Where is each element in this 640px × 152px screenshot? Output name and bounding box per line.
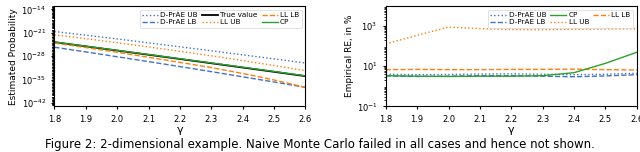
- Text: Figure 2: 2-dimensional example. Naive Monte Carlo failed in all cases and hence: Figure 2: 2-dimensional example. Naive M…: [45, 138, 595, 151]
- X-axis label: γ: γ: [508, 125, 515, 135]
- Y-axis label: Estimated Probability: Estimated Probability: [10, 8, 19, 105]
- X-axis label: γ: γ: [177, 125, 183, 135]
- Legend: D-PrAE UB, D-PrAE LB, CP, LL UB, LL LB: D-PrAE UB, D-PrAE LB, CP, LL UB, LL LB: [488, 10, 633, 28]
- Y-axis label: Empirical RE, in %: Empirical RE, in %: [345, 15, 354, 97]
- Legend: D-PrAE UB, D-PrAE LB, True value, LL UB, LL LB, CP: D-PrAE UB, D-PrAE LB, True value, LL UB,…: [140, 10, 302, 28]
